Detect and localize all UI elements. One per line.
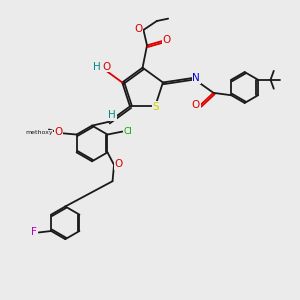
Text: O: O (163, 35, 171, 45)
Text: H: H (93, 62, 101, 72)
Text: O: O (55, 128, 63, 137)
Text: methoxy: methoxy (25, 130, 53, 135)
Text: S: S (152, 102, 159, 112)
Text: Cl: Cl (124, 127, 133, 136)
Text: H: H (108, 110, 116, 120)
Text: O: O (114, 159, 122, 169)
Text: N: N (192, 73, 200, 83)
Text: O: O (192, 100, 200, 110)
Text: O: O (103, 62, 111, 72)
Text: F: F (31, 227, 37, 238)
Text: O: O (135, 24, 143, 34)
